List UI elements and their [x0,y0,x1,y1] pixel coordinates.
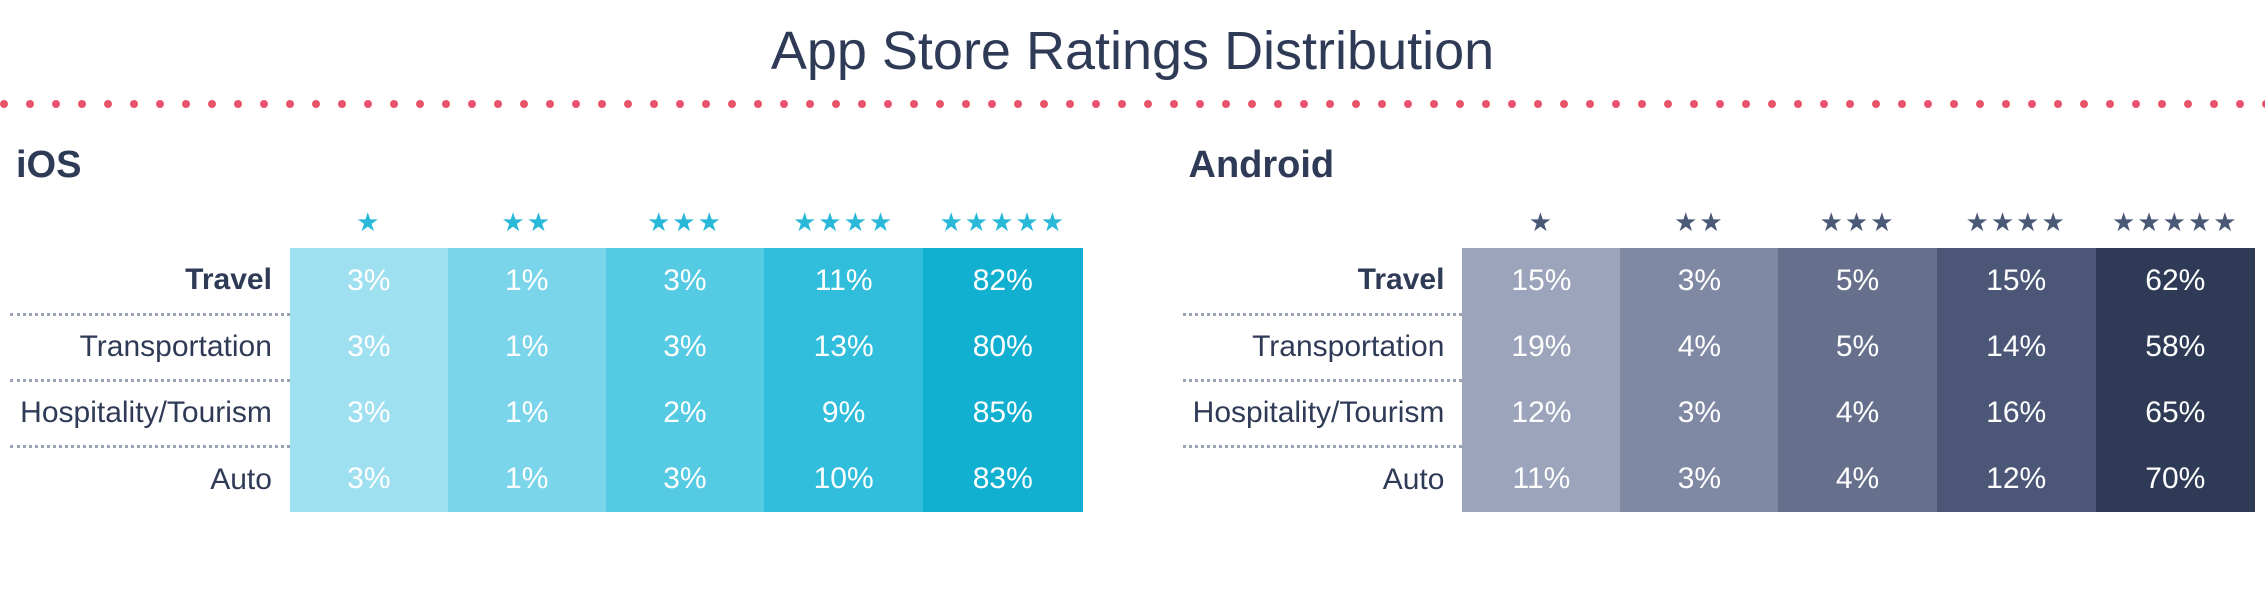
table-row: Hospitality/Tourism12%3%4%16%65% [1183,380,2256,446]
panels: iOS★★★★★★★★★★★★★★★Travel3%1%3%11%82%Tran… [0,144,2265,512]
cell: 5% [1778,248,1936,314]
cell: 13% [764,314,923,380]
stars-header-1: ★ [1462,201,1620,248]
panel-ios: iOS★★★★★★★★★★★★★★★Travel3%1%3%11%82%Tran… [10,144,1083,512]
cell: 19% [1462,314,1620,380]
cell: 58% [2096,314,2255,380]
cell: 1% [448,380,606,446]
row-label: Transportation [10,314,290,380]
row-label: Hospitality/Tourism [10,380,290,446]
dot-divider [0,100,2265,108]
cell: 11% [764,248,923,314]
blank-header [1183,201,1463,248]
table-row: Transportation3%1%3%13%80% [10,314,1083,380]
stars-header-3: ★★★ [1778,201,1936,248]
blank-header [10,201,290,248]
ratings-table: ★★★★★★★★★★★★★★★Travel15%3%5%15%62%Transp… [1183,201,2256,512]
cell: 15% [1937,248,2096,314]
table-row: Transportation19%4%5%14%58% [1183,314,2256,380]
cell: 10% [764,446,923,512]
cell: 12% [1937,446,2096,512]
cell: 4% [1778,380,1936,446]
stars-header-1: ★ [290,201,448,248]
row-label: Travel [1183,248,1463,314]
table-row: Travel15%3%5%15%62% [1183,248,2256,314]
table-row: Travel3%1%3%11%82% [10,248,1083,314]
cell: 70% [2096,446,2255,512]
cell: 14% [1937,314,2096,380]
cell: 85% [923,380,1082,446]
cell: 3% [606,314,764,380]
row-label: Auto [10,446,290,512]
platform-label: Android [1189,144,2256,187]
cell: 1% [448,248,606,314]
row-label: Transportation [1183,314,1463,380]
cell: 62% [2096,248,2255,314]
cell: 3% [606,248,764,314]
cell: 3% [290,380,448,446]
cell: 3% [1620,248,1778,314]
cell: 3% [606,446,764,512]
cell: 65% [2096,380,2255,446]
cell: 3% [290,446,448,512]
cell: 3% [290,314,448,380]
ratings-table: ★★★★★★★★★★★★★★★Travel3%1%3%11%82%Transpo… [10,201,1083,512]
cell: 2% [606,380,764,446]
table-row: Hospitality/Tourism3%1%2%9%85% [10,380,1083,446]
cell: 83% [923,446,1082,512]
table-row: Auto11%3%4%12%70% [1183,446,2256,512]
platform-label: iOS [16,144,1083,187]
stars-header-4: ★★★★ [1937,201,2096,248]
cell: 4% [1620,314,1778,380]
row-label: Hospitality/Tourism [1183,380,1463,446]
cell: 9% [764,380,923,446]
cell: 5% [1778,314,1936,380]
cell: 3% [1620,446,1778,512]
page-title: App Store Ratings Distribution [0,0,2265,100]
cell: 4% [1778,446,1936,512]
cell: 12% [1462,380,1620,446]
cell: 15% [1462,248,1620,314]
cell: 1% [448,446,606,512]
cell: 3% [1620,380,1778,446]
cell: 3% [290,248,448,314]
cell: 16% [1937,380,2096,446]
stars-header-5: ★★★★★ [2096,201,2255,248]
cell: 80% [923,314,1082,380]
stars-header-4: ★★★★ [764,201,923,248]
cell: 1% [448,314,606,380]
stars-header-2: ★★ [1620,201,1778,248]
row-label: Travel [10,248,290,314]
table-row: Auto3%1%3%10%83% [10,446,1083,512]
panel-android: Android★★★★★★★★★★★★★★★Travel15%3%5%15%62… [1183,144,2256,512]
page: App Store Ratings Distribution iOS★★★★★★… [0,0,2265,512]
cell: 82% [923,248,1082,314]
stars-header-2: ★★ [448,201,606,248]
stars-header-5: ★★★★★ [923,201,1082,248]
cell: 11% [1462,446,1620,512]
row-label: Auto [1183,446,1463,512]
stars-header-3: ★★★ [606,201,764,248]
